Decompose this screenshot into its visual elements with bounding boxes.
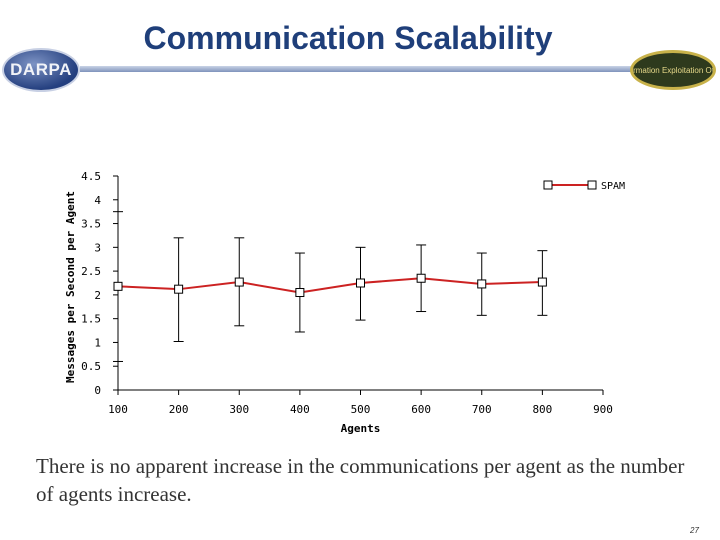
y-tick-label: 2.5: [81, 265, 101, 278]
data-point-marker: [295, 288, 305, 298]
y-axis-label: Messages per Second per Agent: [64, 191, 77, 383]
x-tick-label: 400: [290, 403, 310, 416]
slide-title: Communication Scalability: [143, 20, 553, 56]
title-underline: [80, 66, 640, 72]
data-point-marker: [477, 279, 487, 289]
x-tick-label: 700: [472, 403, 492, 416]
legend-marker: [587, 180, 597, 190]
page-number: 27: [690, 526, 699, 535]
x-axis-label: Agents: [341, 422, 381, 435]
y-tick-label: 1: [94, 336, 101, 349]
legend-label: SPAM: [601, 181, 625, 192]
data-point-marker: [113, 281, 123, 291]
scalability-chart: 0 0.5 1 1.5 2 2.5 3 3.5 4 4.5 100 200 300 400 500 600 70…: [64, 170, 625, 435]
y-tick-label: 4.5: [81, 170, 101, 183]
data-point-marker: [234, 277, 244, 287]
y-tick-label: 0.5: [81, 360, 101, 373]
y-tick-label: 1.5: [81, 313, 101, 326]
data-point-marker: [174, 284, 184, 294]
x-tick-label: 300: [229, 403, 249, 416]
x-tick-label: 100: [108, 403, 128, 416]
darpa-logo: DARPA: [2, 48, 80, 92]
data-point-marker: [356, 278, 365, 288]
data-point-marker: [416, 273, 426, 283]
y-tick-label: 0: [94, 384, 101, 397]
x-tick-label: 200: [169, 403, 189, 416]
ixo-logo: Information Exploitation Office: [630, 50, 716, 90]
x-tick-label: 600: [411, 403, 431, 416]
x-tick-label: 800: [532, 403, 552, 416]
data-point-marker: [537, 277, 547, 287]
y-tick-label: 4: [94, 194, 101, 207]
x-tick-label: 500: [351, 403, 371, 416]
legend-marker: [543, 180, 553, 190]
y-tick-label: 3.5: [81, 218, 101, 231]
y-tick-label: 2: [94, 289, 101, 302]
plot-area: 0 0.5 1 1.5 2 2.5 3 3.5 4 4.5 100 200 300 400 500 600 70…: [64, 170, 625, 435]
series-line-spam: [117, 277, 543, 294]
y-tick-label: 3: [94, 241, 101, 254]
ixo-logo-text: Information Exploitation Office: [633, 65, 716, 75]
darpa-logo-text: DARPA: [10, 60, 72, 79]
x-tick-label: 900: [593, 403, 613, 416]
slide-caption: There is no apparent increase in the com…: [36, 454, 685, 506]
